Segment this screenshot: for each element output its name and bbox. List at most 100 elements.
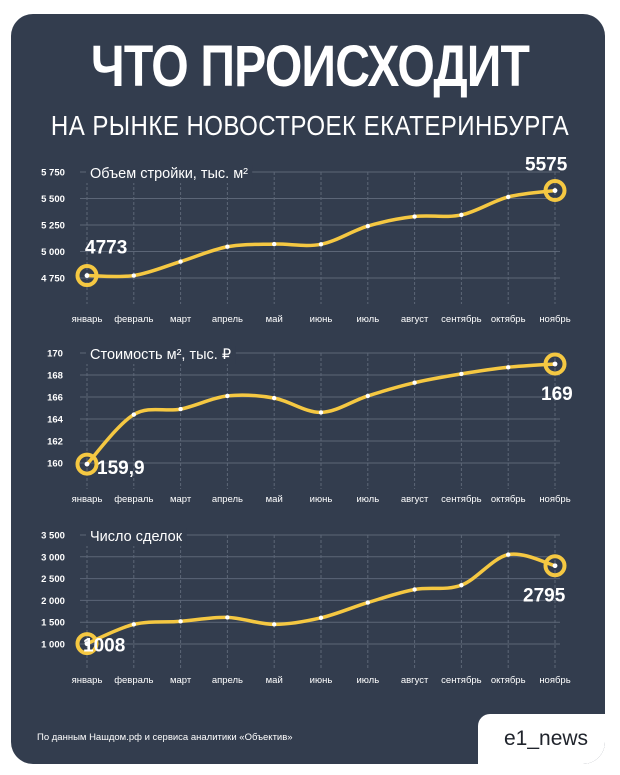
x-tick-label: сентябрь [441,675,481,686]
data-point [318,410,324,415]
data-point [318,615,324,621]
x-tick-label: август [401,675,429,686]
data-point [459,371,464,377]
data-point [506,552,511,557]
highlight-ring [543,554,567,578]
y-tick-label: 5 500 [41,194,65,205]
data-point [412,380,417,385]
brand-logo: e1_news [504,727,589,750]
data-point [365,600,370,605]
y-tick-label: 2 500 [41,574,65,585]
x-tick-label: май [266,494,283,505]
x-tick-label: май [266,314,283,325]
highlight-dot [84,641,90,647]
y-tick-label: 1 000 [41,640,65,651]
x-tick-label: январь [72,494,103,505]
x-tick-label: март [170,314,192,325]
x-tick-label: апрель [212,314,243,325]
x-tick-label: ноябрь [539,494,570,505]
data-point [365,223,370,229]
y-tick-label: 164 [47,415,64,426]
data-point [225,393,230,399]
data-point [272,241,277,247]
highlight-dot [552,563,558,569]
data-point [272,622,277,627]
highlight-dot [84,273,90,278]
data-point [131,273,136,278]
data-point [506,365,511,370]
y-tick-label: 4 750 [41,274,65,285]
x-tick-label: июнь [310,675,333,686]
x-tick-label: октябрь [491,494,526,505]
x-tick-label: июль [356,494,379,505]
data-point [272,395,277,401]
x-tick-label: апрель [212,675,243,686]
highlight-ring [75,632,99,656]
x-tick-label: июль [356,675,379,686]
chart-title-backdrop [86,346,236,364]
x-tick-label: октябрь [491,675,526,686]
x-tick-label: июнь [310,494,333,505]
data-point [225,244,230,249]
chart-title: Объем стройки, тыс. м² [90,166,248,182]
chart-title: Число сделок [90,529,183,545]
y-tick-label: 3 000 [41,552,65,563]
data-point [131,622,136,627]
x-tick-label: март [170,494,192,505]
start-value-label: 159,9 [97,458,145,479]
source-note: По данным Нашдом.рф и сервиса аналитики … [37,732,293,743]
data-point [459,212,464,218]
x-tick-label: март [170,675,192,686]
x-tick-label: октябрь [491,314,526,325]
start-value-label: 1008 [83,636,125,657]
x-tick-label: сентябрь [441,314,481,325]
highlight-dot [552,361,558,367]
x-tick-label: август [401,494,429,505]
x-tick-label: январь [72,314,103,325]
y-tick-label: 5 750 [41,168,65,179]
brand-box [478,714,605,764]
data-point [178,406,183,412]
x-tick-label: февраль [114,494,153,505]
x-tick-label: ноябрь [539,314,570,325]
x-tick-label: август [401,314,429,325]
data-point [412,587,417,592]
data-point [178,619,183,624]
highlight-dot [84,461,90,467]
end-value-label: 2795 [523,586,566,607]
highlight-ring [75,452,99,476]
y-tick-label: 168 [47,371,63,382]
chart-title: Стоимость м², тыс. ₽ [90,347,232,363]
x-tick-label: июнь [310,314,333,325]
chart-title-backdrop [86,528,187,546]
data-point [178,259,183,264]
y-tick-label: 5 250 [41,221,65,232]
y-tick-label: 2 000 [41,596,65,607]
x-tick-label: февраль [114,675,153,686]
page-title: ЧТО ПРОИСХОДИТ [90,34,530,99]
highlight-ring [543,179,567,203]
data-point [365,393,370,399]
x-tick-label: январь [72,675,103,686]
y-tick-label: 160 [47,459,63,470]
x-tick-label: июль [356,314,379,325]
x-tick-label: сентябрь [441,494,481,505]
x-tick-label: апрель [212,494,243,505]
data-point [459,582,464,588]
chart-title-backdrop [86,165,253,183]
end-value-label: 5575 [525,155,568,176]
y-tick-label: 5 000 [41,247,65,258]
start-value-label: 4773 [85,238,127,259]
data-point [506,194,511,200]
page-subtitle: НА РЫНКЕ НОВОСТРОЕК ЕКАТЕРИНБУРГА [50,110,570,141]
data-point [318,242,324,247]
y-tick-label: 166 [47,393,63,404]
y-tick-label: 162 [47,437,63,448]
y-tick-label: 1 500 [41,618,65,629]
end-value-label: 169 [541,384,573,405]
highlight-dot [552,188,558,193]
data-point [131,412,136,417]
data-point [225,615,230,620]
highlight-ring [543,352,567,376]
